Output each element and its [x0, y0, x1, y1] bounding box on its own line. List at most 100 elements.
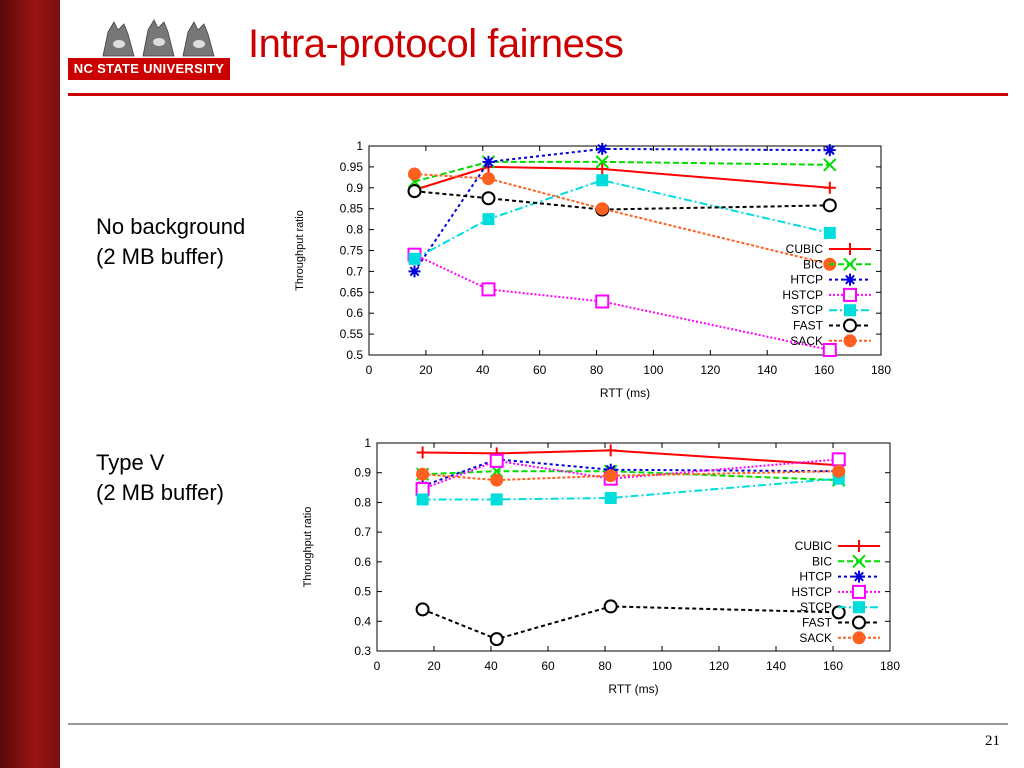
- data-point-legend-cubic: [844, 243, 856, 255]
- legend-label-bic: BIC: [803, 257, 823, 271]
- y-tick-label: 0.65: [340, 285, 364, 299]
- x-tick-label: 140: [766, 659, 786, 673]
- y-tick-label: 0.9: [346, 181, 363, 195]
- data-point-htcp: [596, 142, 609, 155]
- data-point-legend-hstcp: [852, 584, 866, 599]
- data-point-htcp: [823, 144, 836, 157]
- x-tick-label: 180: [880, 659, 900, 673]
- data-point-cubic: [596, 162, 609, 175]
- series-stcp: [416, 472, 845, 506]
- data-point-stcp: [490, 493, 503, 506]
- series-line-hstcp: [414, 253, 831, 351]
- series-line-cubic: [422, 449, 839, 467]
- x-tick-label: 20: [427, 659, 441, 673]
- data-point-bic: [595, 155, 609, 169]
- page-number: 21: [985, 733, 1000, 749]
- y-tick-label: 0.75: [340, 244, 364, 258]
- series-line-stcp: [422, 477, 839, 501]
- data-point-cubic: [604, 444, 617, 457]
- legend-label-stcp: STCP: [791, 303, 823, 317]
- data-point-legend-fast: [852, 615, 866, 630]
- data-point-sack: [604, 469, 618, 483]
- data-point-cubic: [416, 446, 429, 459]
- data-point-fast: [407, 184, 422, 199]
- data-point-fast: [822, 198, 837, 213]
- series-fast: [415, 599, 846, 647]
- wolf-mascot-icon: [102, 19, 215, 57]
- data-point-hstcp: [481, 282, 496, 297]
- chart-caption-no-background: No background (2 MB buffer): [96, 212, 245, 272]
- data-point-legend-bic: [843, 257, 857, 272]
- series-line-fast: [414, 190, 830, 211]
- x-tick-label: 60: [533, 363, 547, 377]
- x-tick-label: 40: [476, 363, 490, 377]
- title-divider: [68, 93, 1008, 96]
- x-tick-label: 120: [709, 659, 729, 673]
- series-line-sack: [422, 470, 839, 482]
- y-tick-label: 0.95: [340, 160, 364, 174]
- data-point-legend-bic: [852, 554, 866, 569]
- x-tick-label: 80: [598, 659, 612, 673]
- legend-label-fast: FAST: [793, 319, 824, 333]
- series-line-bic: [422, 470, 839, 482]
- legend-label-cubic: CUBIC: [795, 539, 833, 553]
- y-tick-label: 0.55: [340, 327, 364, 341]
- data-point-legend-cubic: [853, 540, 865, 552]
- x-tick-label: 20: [419, 363, 433, 377]
- data-point-stcp: [596, 174, 609, 187]
- data-point-stcp: [604, 491, 617, 504]
- series-line-bic: [414, 160, 830, 183]
- x-tick-label: 160: [814, 363, 834, 377]
- series-hstcp: [415, 452, 846, 497]
- data-point-sack: [481, 172, 495, 186]
- x-tick-label: 100: [643, 363, 663, 377]
- legend-label-hstcp: HSTCP: [791, 585, 832, 599]
- legend-label-fast: FAST: [802, 616, 833, 630]
- x-axis-label: RTT (ms): [608, 682, 658, 696]
- data-point-hstcp: [489, 453, 504, 468]
- sidebar-band: [0, 0, 60, 768]
- y-tick-label: 0.5: [354, 585, 371, 599]
- data-point-stcp: [482, 213, 495, 226]
- x-tick-label: 40: [484, 659, 498, 673]
- y-tick-label: 1: [356, 139, 363, 153]
- data-point-htcp: [482, 155, 495, 168]
- legend-label-cubic: CUBIC: [786, 242, 824, 256]
- y-tick-label: 0.8: [346, 223, 363, 237]
- data-point-sack: [416, 467, 430, 481]
- data-point-fast: [489, 632, 504, 647]
- caption-line: Type V: [96, 450, 165, 475]
- series-sack: [416, 464, 846, 487]
- data-point-hstcp: [831, 452, 846, 467]
- y-axis-label: Throughput ratio: [294, 210, 306, 291]
- data-point-legend-htcp: [853, 570, 865, 583]
- x-tick-label: 0: [374, 659, 381, 673]
- x-tick-label: 60: [541, 659, 555, 673]
- data-point-legend-htcp: [844, 273, 856, 286]
- y-tick-label: 0.3: [354, 644, 371, 658]
- x-tick-label: 80: [590, 363, 604, 377]
- series-line-htcp: [413, 147, 830, 272]
- y-tick-label: 0.8: [354, 495, 371, 509]
- y-tick-label: 0.6: [346, 306, 363, 320]
- plot-frame: [376, 442, 891, 652]
- y-tick-label: 1: [364, 436, 371, 450]
- data-point-legend-fast: [843, 318, 857, 333]
- x-tick-label: 100: [652, 659, 672, 673]
- data-point-hstcp: [595, 294, 610, 309]
- footer-divider: [68, 723, 1008, 725]
- data-point-fast: [481, 191, 496, 206]
- caption-line: (2 MB buffer): [96, 244, 224, 269]
- logo-banner: NC STATE UNIVERSITY: [68, 58, 230, 80]
- series-line-hstcp: [422, 458, 839, 490]
- y-tick-label: 0.4: [354, 614, 371, 628]
- series-htcp: [408, 142, 836, 278]
- university-logo: NC STATE UNIVERSITY: [68, 18, 230, 80]
- legend-label-sack: SACK: [799, 631, 832, 645]
- data-point-legend-sack: [852, 631, 866, 645]
- series-line-fast: [422, 605, 839, 641]
- y-axis-label: Throughput ratio: [302, 507, 314, 588]
- x-tick-label: 120: [700, 363, 720, 377]
